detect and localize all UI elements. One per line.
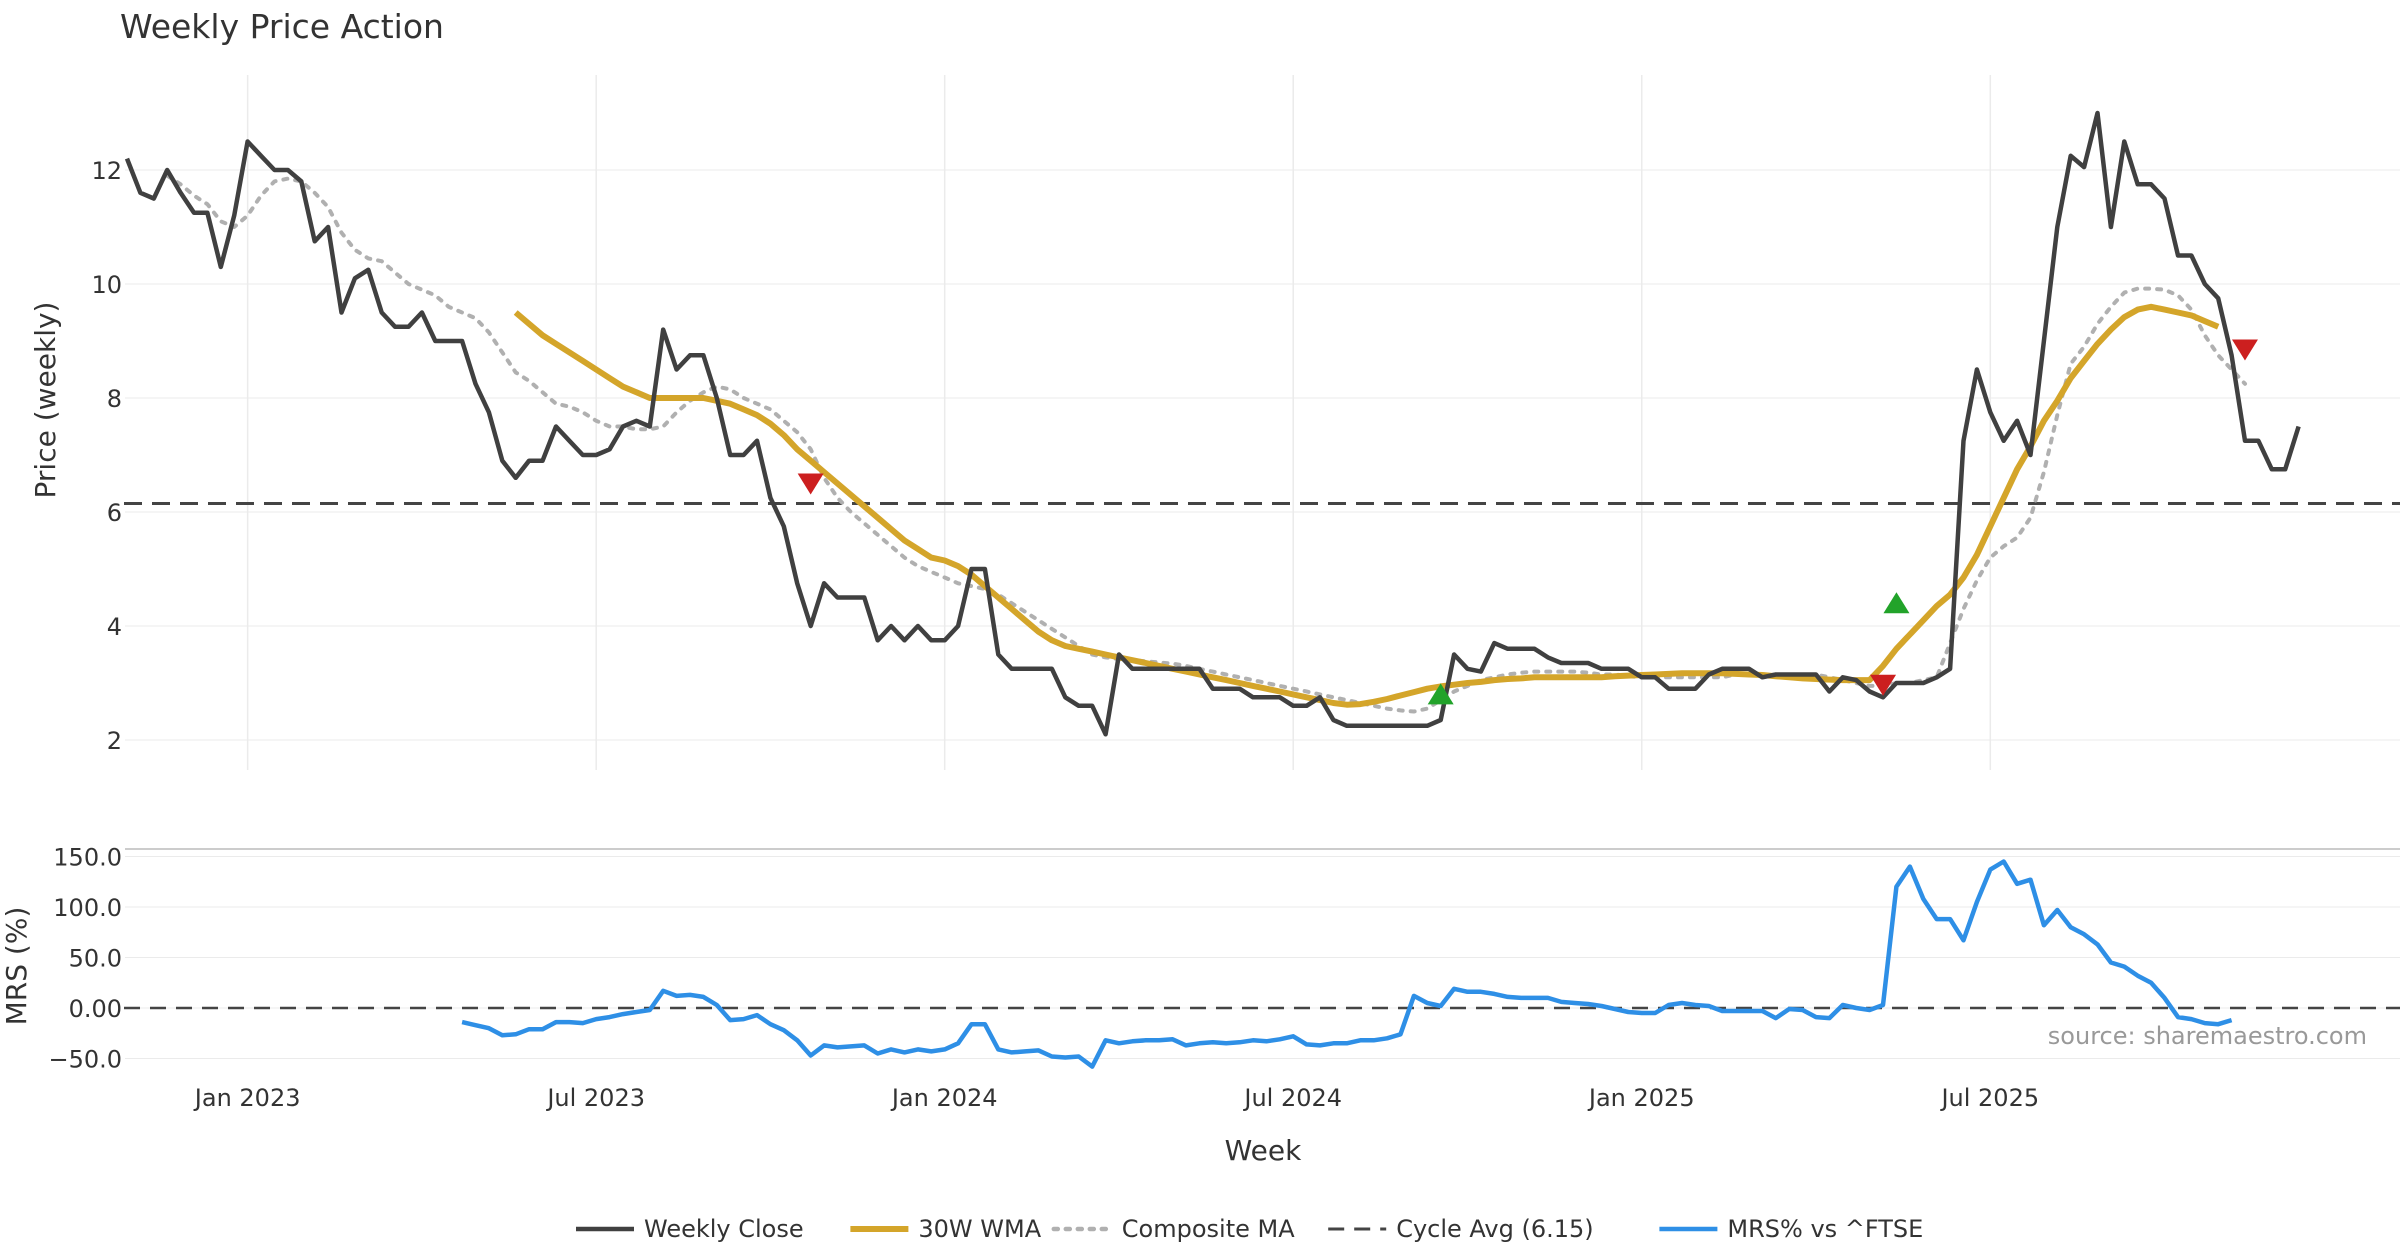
legend: Weekly Close 30W WMA Composite MA Cycle Avg… bbox=[576, 1215, 1923, 1243]
price-y-tick: 4 bbox=[107, 613, 122, 641]
x-tick-label: Jan 2025 bbox=[1587, 1084, 1695, 1112]
mrs-y-ticks: −50.0 0.00 50.0 100.0 150.0 bbox=[48, 844, 122, 1074]
wma-30w-line bbox=[513, 303, 2220, 708]
x-tick-label: Jan 2023 bbox=[193, 1084, 301, 1112]
legend-label-composite: Composite MA bbox=[1122, 1215, 1295, 1243]
x-tick-label: Jul 2023 bbox=[545, 1084, 645, 1112]
mrs-y-tick: 150.0 bbox=[53, 844, 122, 872]
weekly-close-line bbox=[124, 110, 2301, 737]
signal-markers bbox=[797, 339, 2258, 705]
mrs-y-axis-label: MRS (%) bbox=[0, 907, 33, 1026]
chart-title: Weekly Price Action bbox=[120, 7, 444, 46]
buy-signal-marker bbox=[1427, 683, 1454, 705]
legend-label-wma: 30W WMA bbox=[918, 1215, 1041, 1243]
mrs-y-tick: 100.0 bbox=[53, 894, 122, 922]
x-tick-label: Jul 2025 bbox=[1939, 1084, 2039, 1112]
price-panel: 2 4 6 8 10 12 Price (weekly) bbox=[29, 75, 2400, 770]
legend-label-mrs: MRS% vs ^FTSE bbox=[1727, 1215, 1923, 1243]
price-y-tick: 10 bbox=[91, 271, 122, 299]
price-y-tick: 12 bbox=[91, 157, 122, 185]
mrs-gridlines bbox=[125, 856, 2400, 1059]
price-y-tick: 8 bbox=[107, 385, 122, 413]
sell-signal-marker bbox=[2231, 339, 2258, 361]
price-y-tick: 6 bbox=[107, 499, 122, 527]
buy-signal-marker bbox=[1883, 592, 1910, 614]
price-y-tick: 2 bbox=[107, 727, 122, 755]
mrs-y-tick: 50.0 bbox=[69, 945, 122, 973]
legend-label-close: Weekly Close bbox=[644, 1215, 804, 1243]
source-label: source: sharemaestro.com bbox=[2048, 1022, 2367, 1050]
x-tick-label: Jul 2024 bbox=[1242, 1084, 1342, 1112]
composite-ma-line bbox=[165, 173, 2247, 714]
mrs-panel: −50.0 0.00 50.0 100.0 150.0 source: sharemae… bbox=[0, 844, 2400, 1074]
mrs-y-tick: −50.0 bbox=[48, 1046, 122, 1074]
price-y-ticks: 2 4 6 8 10 12 bbox=[91, 157, 122, 755]
legend-label-cycle: Cycle Avg (6.15) bbox=[1396, 1215, 1593, 1243]
price-gridlines bbox=[125, 75, 2400, 770]
mrs-ftse-line bbox=[461, 859, 2233, 1069]
x-axis-ticks: Jan 2023 Jul 2023 Jan 2024 Jul 2024 Jan 2025… bbox=[193, 1084, 2039, 1112]
mrs-y-tick: 0.00 bbox=[69, 995, 122, 1023]
x-axis-label: Week bbox=[1225, 1134, 1302, 1167]
x-tick-label: Jan 2024 bbox=[890, 1084, 998, 1112]
sell-signal-marker bbox=[1870, 674, 1897, 696]
price-y-axis-label: Price (weekly) bbox=[29, 302, 62, 499]
sell-signal-marker bbox=[797, 473, 824, 495]
